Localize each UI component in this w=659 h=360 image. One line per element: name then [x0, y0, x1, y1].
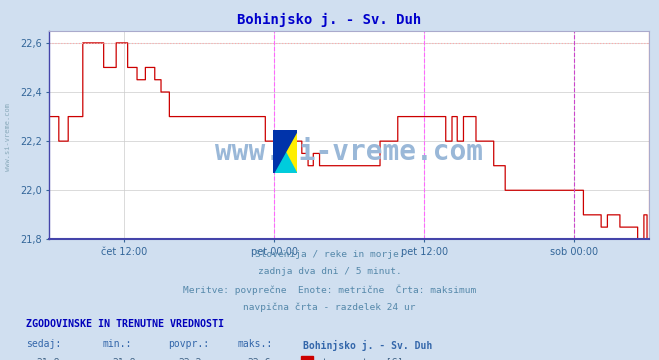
Polygon shape	[273, 130, 297, 173]
Polygon shape	[273, 130, 297, 173]
Text: min.:: min.:	[102, 339, 132, 350]
Polygon shape	[273, 130, 297, 173]
Text: Slovenija / reke in morje.: Slovenija / reke in morje.	[255, 250, 404, 259]
Text: 21,8: 21,8	[112, 358, 136, 360]
Text: maks.:: maks.:	[237, 339, 272, 350]
Text: 22,2: 22,2	[178, 358, 202, 360]
Text: povpr.:: povpr.:	[168, 339, 209, 350]
Text: Bohinjsko j. - Sv. Duh: Bohinjsko j. - Sv. Duh	[237, 13, 422, 27]
Text: 21,8: 21,8	[36, 358, 60, 360]
Text: Meritve: povprečne  Enote: metrične  Črta: maksimum: Meritve: povprečne Enote: metrične Črta:…	[183, 285, 476, 295]
Text: www.si-vreme.com: www.si-vreme.com	[215, 138, 483, 166]
Text: zadnja dva dni / 5 minut.: zadnja dva dni / 5 minut.	[258, 267, 401, 276]
Text: 22,6: 22,6	[247, 358, 271, 360]
Text: ZGODOVINSKE IN TRENUTNE VREDNOSTI: ZGODOVINSKE IN TRENUTNE VREDNOSTI	[26, 319, 224, 329]
Text: Bohinjsko j. - Sv. Duh: Bohinjsko j. - Sv. Duh	[303, 339, 432, 351]
Text: navpična črta - razdelek 24 ur: navpična črta - razdelek 24 ur	[243, 302, 416, 311]
Text: temperatura[C]: temperatura[C]	[322, 358, 404, 360]
Text: www.si-vreme.com: www.si-vreme.com	[5, 103, 11, 171]
Text: sedaj:: sedaj:	[26, 339, 61, 350]
